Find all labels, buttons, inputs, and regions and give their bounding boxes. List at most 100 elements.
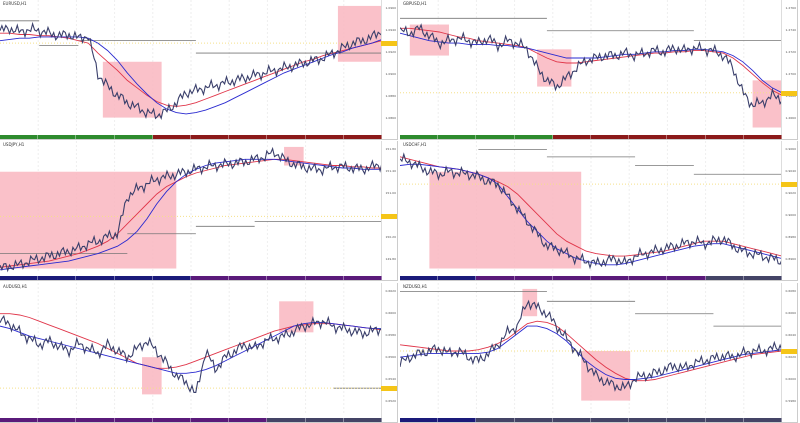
- price-chart[interactable]: [0, 0, 382, 136]
- session-segment: [191, 418, 230, 422]
- price-line: [0, 146, 382, 273]
- price-axis[interactable]: 0.6080 0.6060 0.6040 0.6020 0.6000 0.5980: [781, 283, 797, 419]
- time-axis-bar[interactable]: [0, 276, 383, 280]
- moving-average-red: [0, 32, 382, 107]
- session-segment: [552, 276, 592, 280]
- time-axis-bar[interactable]: [400, 276, 783, 280]
- price-line: [400, 152, 782, 270]
- session-segment: [152, 276, 192, 280]
- session-segment: [514, 418, 553, 422]
- price-label: 151.40: [385, 169, 397, 173]
- session-segment: [629, 135, 668, 139]
- price-label: 0.6080: [785, 289, 797, 293]
- session-segment: [400, 135, 439, 139]
- session-segment: [38, 418, 77, 422]
- session-segment: [0, 135, 39, 139]
- session-segment: [76, 418, 115, 422]
- chart-symbol-title: NZDUSD,H1: [403, 284, 428, 289]
- current-price-badge: [381, 386, 397, 392]
- session-segment: [705, 135, 744, 139]
- price-label: 149.80: [385, 257, 397, 261]
- chart-panel[interactable]: GBPUSD,H1 1.2760 1.2740 1.2720 1.2700 1.2680 1…: [400, 0, 798, 140]
- session-segment: [343, 276, 383, 280]
- chart-symbol-title: GBPUSD,H1: [403, 1, 427, 6]
- session-segment: [191, 135, 230, 139]
- session-segment: [552, 418, 592, 422]
- chart-panel[interactable]: NZDUSD,H1 0.6080 0.6060 0.6040 0.6020 0.6000 0…: [400, 283, 798, 423]
- price-chart[interactable]: [0, 283, 382, 419]
- time-axis-bar[interactable]: [400, 418, 783, 422]
- time-axis-bar[interactable]: [0, 418, 383, 422]
- price-chart[interactable]: [400, 283, 782, 419]
- price-chart[interactable]: [400, 0, 782, 136]
- moving-average-red: [400, 320, 782, 382]
- highlight-zone: [522, 288, 538, 317]
- price-label: 0.6620: [385, 289, 397, 293]
- session-segment: [152, 135, 192, 139]
- current-price-badge: [381, 214, 397, 220]
- session-segment: [591, 135, 630, 139]
- session-segment: [629, 276, 668, 280]
- session-segment: [229, 135, 268, 139]
- price-chart[interactable]: [0, 141, 382, 277]
- price-label: 1.0920: [385, 50, 397, 54]
- chart-panel[interactable]: USDJPY,H1151.80151.40151.00150.60150.201…: [0, 141, 398, 281]
- time-axis-bar[interactable]: [400, 135, 783, 139]
- session-segment: [629, 418, 668, 422]
- moving-average-red: [0, 313, 382, 369]
- highlight-zone: [752, 80, 782, 128]
- highlight-zone: [581, 350, 631, 401]
- highlight-zone: [429, 171, 582, 269]
- price-line: [0, 21, 382, 121]
- session-segment: [38, 135, 77, 139]
- price-label: 0.9020: [785, 191, 797, 195]
- time-axis-bar[interactable]: [0, 135, 383, 139]
- price-label: 0.6060: [785, 311, 797, 315]
- session-segment: [514, 135, 553, 139]
- price-axis[interactable]: 0.9060 0.9040 0.9020 0.9000 0.8980 0.8960: [781, 141, 797, 277]
- moving-average-blue: [0, 158, 382, 271]
- price-label: 150.20: [385, 235, 397, 239]
- chart-panel[interactable]: EURUSD,H1 1.0960 1.0940 1.0920 1.0900 1.0880 1…: [0, 0, 398, 140]
- session-segment: [591, 276, 630, 280]
- moving-average-blue: [0, 321, 382, 374]
- highlight-zone: [409, 24, 449, 56]
- chart-panel[interactable]: AUDUSD,H1 0.6620 0.6600 0.6580 0.6560 0.6540 0…: [0, 283, 398, 423]
- session-segment: [0, 276, 39, 280]
- price-label: 0.6560: [385, 355, 397, 359]
- moving-average-blue: [0, 36, 382, 115]
- session-segment: [267, 418, 306, 422]
- price-chart[interactable]: [400, 141, 782, 277]
- session-segment: [743, 418, 783, 422]
- price-axis[interactable]: 1.0960 1.0940 1.0920 1.0900 1.0880 1.0860: [381, 0, 397, 136]
- price-label: 0.8960: [785, 257, 797, 261]
- price-axis[interactable]: 0.6620 0.6600 0.6580 0.6560 0.6540 0.6520: [381, 283, 397, 419]
- highlight-zone: [142, 357, 162, 395]
- price-label: 1.0940: [385, 28, 397, 32]
- price-label: 151.00: [385, 191, 397, 195]
- price-axis[interactable]: 1.2760 1.2740 1.2720 1.2700 1.2680 1.2660: [781, 0, 797, 136]
- price-line: [400, 23, 782, 109]
- session-segment: [514, 276, 553, 280]
- price-line: [0, 314, 382, 393]
- session-segment: [38, 276, 77, 280]
- chart-panel[interactable]: USDCHF,H1 0.9060 0.9040 0.9020 0.9000 0.8980 0…: [400, 141, 798, 281]
- session-segment: [667, 276, 706, 280]
- moving-average-blue: [400, 32, 782, 94]
- session-segment: [343, 135, 383, 139]
- chart-symbol-title: EURUSD,H1: [3, 1, 27, 6]
- session-segment: [191, 276, 230, 280]
- session-segment: [552, 135, 592, 139]
- session-segment: [114, 135, 153, 139]
- session-segment: [76, 276, 115, 280]
- price-label: 0.9040: [785, 169, 797, 173]
- price-label: 0.8980: [785, 235, 797, 239]
- price-label: 0.6600: [385, 311, 397, 315]
- chart-symbol-title: USDCHF,H1: [403, 142, 427, 147]
- current-price-badge: [781, 182, 797, 188]
- price-line: [400, 299, 782, 392]
- price-label: 0.6520: [385, 399, 397, 403]
- current-price-badge: [781, 348, 797, 354]
- session-segment: [305, 276, 344, 280]
